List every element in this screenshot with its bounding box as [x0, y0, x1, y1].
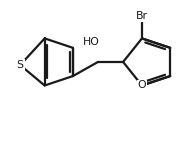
Text: S: S — [17, 60, 24, 70]
Text: Br: Br — [136, 11, 148, 21]
Text: HO: HO — [83, 37, 100, 46]
Text: O: O — [138, 80, 146, 90]
